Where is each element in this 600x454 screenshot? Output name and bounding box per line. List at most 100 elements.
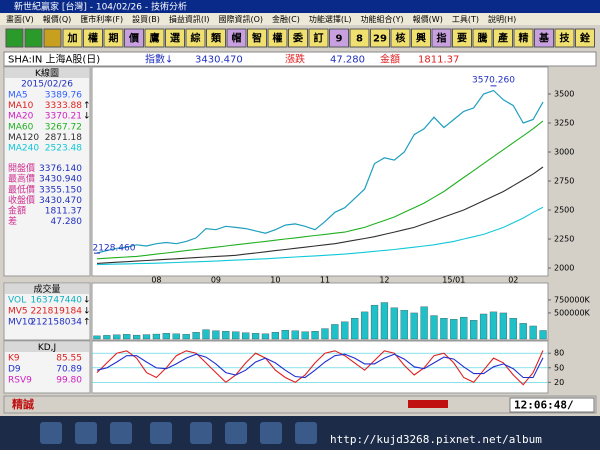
- taskbar-icon[interactable]: [110, 422, 132, 444]
- series-arrow: ↑: [83, 318, 91, 328]
- series-latest: 163747440: [30, 296, 82, 306]
- toolbar-icon[interactable]: [5, 28, 24, 48]
- toolbar-button[interactable]: [62, 28, 83, 48]
- series-arrow: ↓: [83, 112, 91, 122]
- volume-bar: [261, 333, 270, 340]
- toolbar-label: 騰: [478, 32, 489, 45]
- toolbar-button[interactable]: [185, 28, 206, 48]
- series-latest: 212158034: [30, 318, 82, 328]
- taskbar-icon[interactable]: [75, 422, 97, 444]
- volume-bar: [321, 328, 329, 340]
- volume-bar: [222, 331, 230, 340]
- toolbar-button[interactable]: [308, 28, 329, 48]
- toolbar-label: 興: [416, 32, 426, 45]
- toolbar-button[interactable]: [390, 28, 411, 48]
- taskbar-icon[interactable]: [260, 422, 282, 444]
- toolbar-label: 8: [356, 34, 363, 45]
- series-latest: 2523.48: [45, 144, 82, 154]
- info-change-value: 47.280: [330, 55, 365, 66]
- toolbar-icon[interactable]: [24, 28, 43, 48]
- volume-bar: [420, 306, 428, 340]
- toolbar-button[interactable]: [513, 28, 534, 48]
- volume-bar: [251, 333, 260, 340]
- menu-item[interactable]: 國際資訊(O): [218, 14, 263, 24]
- volume-bar: [499, 312, 508, 340]
- toolbar-button[interactable]: [247, 28, 267, 48]
- status-brand: 精誠: [12, 397, 34, 411]
- volume-bar: [430, 315, 438, 340]
- y-tick-label: 80: [554, 349, 564, 358]
- toolbar-icon[interactable]: [43, 28, 62, 48]
- toolbar-button[interactable]: [534, 28, 554, 48]
- menu-bar: [0, 13, 600, 25]
- taskbar-icon[interactable]: [225, 422, 247, 444]
- toolbar-button[interactable]: [493, 28, 513, 48]
- toolbar-button[interactable]: [431, 28, 452, 48]
- menu-item[interactable]: 匯市利率(F): [80, 14, 123, 24]
- menu-item[interactable]: 畫面(V): [6, 14, 34, 24]
- y-tick-label: 500000K: [554, 308, 591, 317]
- annotation-label: 2128.460: [93, 244, 136, 254]
- volume-bar: [509, 317, 517, 340]
- menu-item[interactable]: 金融(C): [272, 14, 300, 24]
- toolbar-button[interactable]: [226, 28, 247, 48]
- volume-bar: [301, 331, 309, 340]
- toolbar-button[interactable]: [452, 28, 472, 48]
- toolbar-button[interactable]: [472, 28, 493, 48]
- menu-item[interactable]: 報價(Q): [43, 15, 72, 24]
- volume-bar: [390, 307, 398, 340]
- toolbar-label: 基: [538, 32, 550, 45]
- y-tick-label: 2750: [554, 177, 574, 186]
- volume-bar: [172, 333, 180, 340]
- series-latest: 3267.72: [45, 122, 82, 132]
- taskbar-icon[interactable]: [295, 422, 317, 444]
- volume-bar: [182, 334, 190, 340]
- menu-item[interactable]: 損益資訊(I): [169, 14, 210, 24]
- toolbar-label: 銓: [580, 32, 590, 45]
- status-indicator: [408, 400, 448, 408]
- volume-bar: [410, 312, 418, 340]
- toolbar-button[interactable]: [349, 28, 370, 48]
- menu-item[interactable]: 功能選擇(L): [309, 14, 352, 24]
- menu-item[interactable]: 報價(W): [413, 15, 443, 24]
- series-latest: 2871.18: [45, 133, 82, 143]
- x-tick-label: 09: [211, 276, 221, 285]
- series-line: [96, 350, 544, 386]
- toolbar-button[interactable]: [206, 28, 226, 48]
- toolbar-button[interactable]: [144, 28, 165, 48]
- series-name: RSV9: [8, 376, 32, 386]
- panel-header: [5, 68, 89, 78]
- toolbar-button[interactable]: [554, 28, 575, 48]
- volume-bar: [529, 325, 537, 340]
- menu-item[interactable]: 工具(T): [452, 15, 479, 24]
- volume-bar: [242, 332, 250, 340]
- toolbar-button[interactable]: [124, 28, 144, 48]
- y-tick-label: 2250: [554, 235, 574, 244]
- menu-item[interactable]: 說明(H): [488, 14, 516, 24]
- toolbar-button[interactable]: [83, 28, 103, 48]
- y-tick-label: 750000K: [554, 295, 591, 304]
- toolbar-button[interactable]: [329, 28, 349, 48]
- menu-item[interactable]: 功能組合(Y): [361, 14, 404, 24]
- toolbar-button[interactable]: [411, 28, 431, 48]
- taskbar-icon[interactable]: [150, 422, 172, 444]
- toolbar-button[interactable]: [288, 28, 308, 48]
- toolbar-label: 核: [396, 32, 406, 45]
- quote-label: 金額: [8, 205, 26, 217]
- taskbar-icon[interactable]: [40, 422, 62, 444]
- toolbar-label: 選: [170, 32, 180, 45]
- toolbar-button[interactable]: [370, 28, 390, 48]
- series-latest: 3333.88: [45, 101, 82, 111]
- volume-bar: [291, 330, 299, 340]
- toolbar-button[interactable]: [575, 28, 595, 48]
- toolbar-button[interactable]: [267, 28, 288, 48]
- title-bar: [0, 0, 600, 13]
- toolbar-button[interactable]: [103, 28, 124, 48]
- toolbar-button[interactable]: [165, 28, 185, 48]
- menu-item[interactable]: 設買(B): [132, 14, 160, 24]
- x-tick-label: 02: [508, 276, 518, 285]
- taskbar-icon[interactable]: [190, 422, 212, 444]
- quote-value: 47.280: [51, 217, 83, 227]
- toolbar-label: 價: [128, 32, 140, 45]
- series-arrow: ↓: [83, 307, 91, 317]
